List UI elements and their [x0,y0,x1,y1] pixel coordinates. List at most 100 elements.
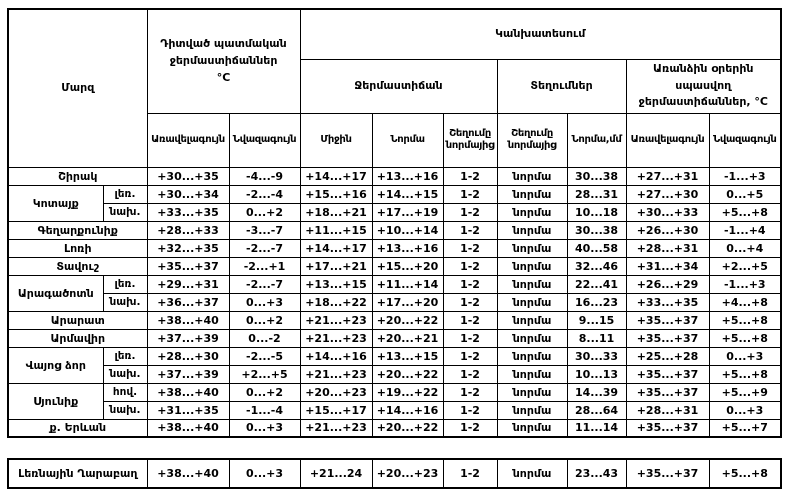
forecast-table: Մարզ Դիտված պատմական ջերմաստիճաններ °C Կ… [7,8,783,438]
avg-temp-cell: +21...+23 [299,328,373,348]
region-cell: Արարատ [7,310,148,330]
forecast-min-cell: +5...+8 [708,458,782,489]
zone-cell: նախ. [102,292,148,312]
table-row: Լեռնային Ղարաբաղ +38...+40 0...+3 +21...… [7,458,782,489]
temp-deviation-cell: 1-2 [442,184,498,204]
forecast-min-cell: +5...+8 [708,364,782,384]
temp-deviation-cell: 1-2 [442,328,498,348]
precip-norm-cell: 28...64 [566,400,627,420]
table-row: նախ. +33...+35 0...+2 +18...+21 +17...+1… [8,202,782,222]
norm-temp-cell: +17...+20 [371,292,444,312]
precip-deviation-cell: նորմա [496,166,568,186]
forecast-max-cell: +26...+30 [625,220,710,240]
observed-max-cell: +30...+34 [146,184,230,204]
temp-deviation-cell: 1-2 [442,292,498,312]
forecast-max-cell: +35...+37 [625,310,710,330]
avg-temp-cell: +21...+23 [299,310,373,330]
observed-max-cell: +28...+33 [146,220,230,240]
precip-deviation-cell: նորմա [496,418,568,438]
observed-max-cell: +28...+30 [146,346,230,366]
table-row: Արմավիր +37...+39 0...-2 +21...+23 +20..… [7,328,782,348]
region-cell: Շիրակ [7,166,148,186]
observed-max-header: Առավելագույն [146,112,230,168]
karabakh-table-body: Լեռնային Ղարաբաղ +38...+40 0...+3 +21...… [7,458,782,489]
region-cell: Լոռի [7,238,148,258]
region-cell: Արմավիր [7,328,148,348]
observed-max-cell: +32...+35 [146,238,230,258]
header-row: Ջերմաստիճան Տեղումներ Առանձին օրերին սպա… [8,58,782,114]
precip-deviation-cell: նորմա [496,382,568,402]
norm-temp-cell: +19...+22 [371,382,444,402]
precip-deviation-cell: նորմա [496,184,568,204]
avg-temp-cell: +18...+21 [299,202,373,222]
observed-min-cell: 0...+3 [228,292,301,312]
table-row: նախ. +31...+35 -1...-4 +15...+17 +14...+… [8,400,782,420]
region-cell: Տավուշ [7,256,148,276]
norm-temp-cell: +11...+14 [371,274,444,294]
header-row: Մարզ Դիտված պատմական ջերմաստիճաններ °C Կ… [7,8,782,168]
zone-cell: նախ. [102,400,148,420]
temp-deviation-cell: 1-2 [442,166,498,186]
precip-norm-cell: 40...58 [566,238,627,258]
extremes-group-header: Առանձին օրերին սպասվող ջերմաստիճաններ, °… [625,58,782,114]
observed-min-cell: 0...-2 [228,328,301,348]
temp-deviation-cell: 1-2 [442,202,498,222]
observed-max-cell: +38...+40 [146,310,230,330]
precip-norm-cell: 16...23 [566,292,627,312]
precip-norm-cell: 11...14 [566,418,627,438]
forecast-max-cell: +27...+30 [625,184,710,204]
region-cell: ք. Երևան [7,418,148,438]
precip-deviation-cell: նորմա [496,310,568,330]
forecast-max-cell: +25...+28 [625,346,710,366]
temp-deviation-cell: 1-2 [442,382,498,402]
precip-norm-cell: 10...18 [566,202,627,222]
forecast-max-cell: +35...+37 [625,382,710,402]
region-cell: Գեղարքունիք [7,220,148,240]
forecast-min-cell: 0...+4 [708,238,782,258]
forecast-min-cell: +5...+9 [708,382,782,402]
precip-norm-cell: 28...31 [566,184,627,204]
forecast-max-cell: +35...+37 [625,328,710,348]
temp-deviation-cell: 1-2 [442,256,498,276]
observed-max-cell: +36...+37 [146,292,230,312]
precip-norm-cell: 22...41 [566,274,627,294]
observed-group-unit: °C [216,71,231,84]
precip-norm-cell: 30...38 [566,220,627,240]
forecast-min-cell: 0...+3 [708,346,782,366]
table-body: Շիրակ +30...+35 -4...-9 +14...+17 +13...… [7,166,782,438]
observed-min-cell: 0...+3 [228,418,301,438]
observed-max-cell: +30...+35 [146,166,230,186]
avg-temp-cell: +11...+15 [299,220,373,240]
observed-max-cell: +38...+40 [146,382,230,402]
table-row: ք. Երևան +38...+40 0...+3 +21...+23 +20.… [7,418,782,438]
avg-temp-cell: +14...+17 [299,166,373,186]
forecast-min-cell: +5...+7 [708,418,782,438]
table-header: Մարզ Դիտված պատմական ջերմաստիճաններ °C Կ… [7,8,782,168]
avg-temp-header: Միջին [299,112,373,168]
table-row: նախ. +37...+39 +2...+5 +21...+23 +20...+… [8,364,782,384]
observed-max-cell: +38...+40 [146,458,230,489]
observed-max-cell: +29...+31 [146,274,230,294]
precip-norm-cell: 9...15 [566,310,627,330]
forecast-min-header: Նվազագույն [708,112,782,168]
observed-min-cell: -2...+1 [228,256,301,276]
temp-deviation-cell: 1-2 [442,458,498,489]
forecast-max-cell: +28...+31 [625,400,710,420]
norm-temp-cell: +13...+16 [371,238,444,258]
precip-deviation-cell: նորմա [496,292,568,312]
norm-temp-cell: +20...+23 [371,458,444,489]
table-row: Վայոց ձոր լեռ. +28...+30 -2...-5 +14...+… [7,346,782,384]
observed-min-cell: +2...+5 [228,364,301,384]
norm-temp-cell: +13...+15 [371,346,444,366]
temp-deviation-cell: 1-2 [442,274,498,294]
precip-deviation-cell: նորմա [496,256,568,276]
forecast-max-cell: +31...+34 [625,256,710,276]
temp-deviation-cell: 1-2 [442,310,498,330]
table-row: Արագածոտն լեռ. +29...+31 -2...-7 +13...+… [7,274,782,312]
temp-deviation-cell: 1-2 [442,418,498,438]
temp-deviation-cell: 1-2 [442,364,498,384]
precipitation-group-header: Տեղումներ [496,58,627,114]
region-cell: Լեռնային Ղարաբաղ [7,458,148,489]
norm-temp-cell: +13...+16 [371,166,444,186]
region-column-header: Մարզ [7,8,148,168]
